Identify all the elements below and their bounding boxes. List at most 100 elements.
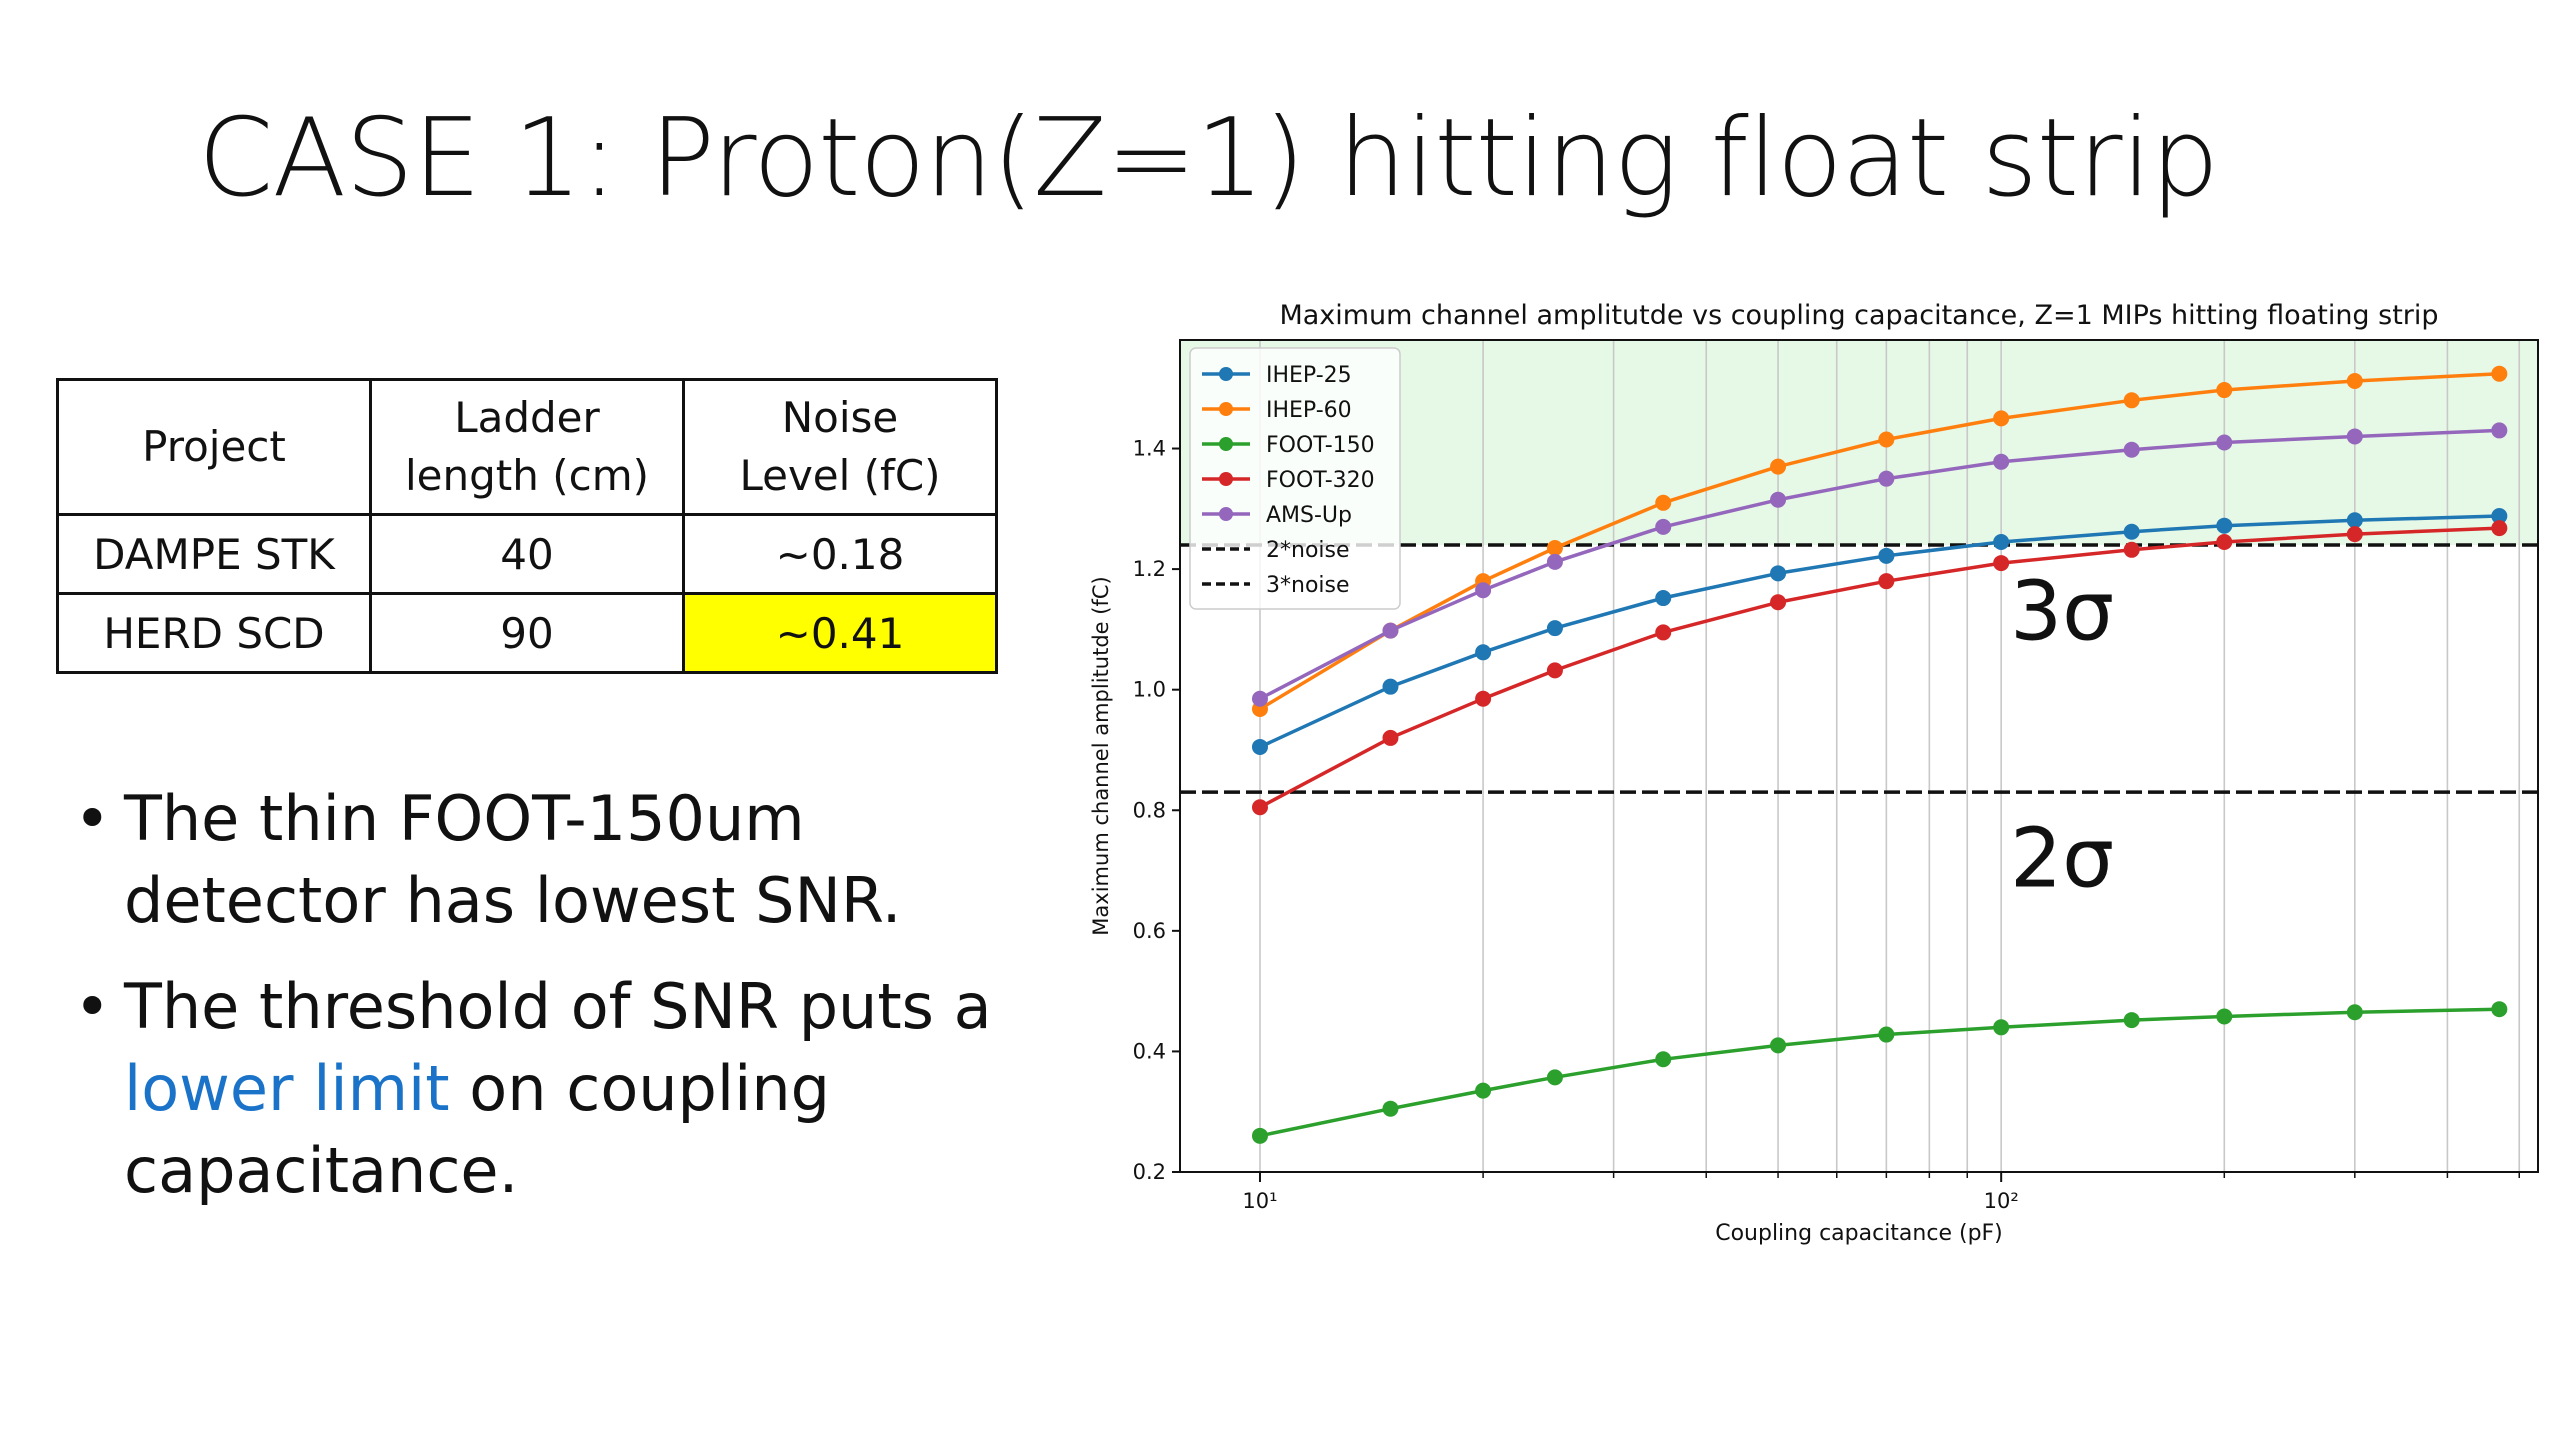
data-point	[1546, 540, 1563, 556]
legend-label: FOOT-150	[1266, 433, 1375, 458]
y-tick-label: 0.6	[1133, 919, 1166, 943]
data-point	[1251, 690, 1268, 707]
data-point	[1546, 1069, 1563, 1086]
data-point	[1251, 1127, 1268, 1144]
data-point	[1878, 470, 1895, 487]
data-point	[1382, 729, 1399, 746]
table-header-project: Project	[56, 378, 372, 516]
bullet-text: The thin FOOT-150um detector has lowest …	[124, 782, 902, 937]
series-line	[1259, 514, 2500, 749]
data-point	[1770, 594, 1787, 611]
bullet-dot-icon: •	[74, 782, 111, 855]
series-line	[1259, 1007, 2500, 1138]
legend-swatch-marker	[1219, 437, 1233, 451]
data-point	[1655, 590, 1672, 607]
data-point	[2123, 392, 2140, 409]
table-row: DAMPE STK 40 ~0.18	[56, 513, 998, 595]
data-point	[1546, 662, 1563, 679]
legend-label: IHEP-25	[1266, 363, 1352, 388]
data-point	[2216, 517, 2233, 534]
noise-table: Project Ladder length (cm) Noise Level (fC…	[56, 378, 998, 674]
annotation-2-sigma: 2σ	[2010, 811, 2114, 906]
x-tick-label: 10¹	[1242, 1189, 1277, 1213]
table-header-ladder-length: Ladder length (cm)	[369, 378, 685, 516]
slide-title: CASE 1: Proton(Z=1) hitting float strip	[198, 96, 2219, 221]
chart-title: Maximum channel amplitutde vs coupling c…	[1279, 300, 2438, 331]
series-line	[1259, 372, 2500, 711]
y-tick-label: 0.2	[1133, 1160, 1166, 1184]
data-point	[1655, 624, 1672, 641]
bullet-list: • The thin FOOT-150um detector has lowes…	[70, 778, 1030, 1236]
series-line	[1259, 428, 2500, 701]
legend-box	[1189, 347, 1401, 610]
data-point	[2123, 523, 2140, 540]
bullet-text: The threshold of SNR puts a	[124, 970, 992, 1043]
data-point	[1475, 644, 1492, 661]
data-point	[1382, 678, 1399, 695]
annotation-3-sigma: 3σ	[2010, 564, 2114, 659]
data-point	[2216, 1008, 2233, 1025]
table-cell-highlighted: ~0.41	[682, 592, 998, 674]
bullet-highlight-text: lower limit	[124, 1052, 450, 1125]
data-point	[1382, 1100, 1399, 1117]
table-cell: ~0.18	[682, 513, 998, 595]
data-point	[2123, 441, 2140, 458]
amplitude-chart: Maximum channel amplitutde vs coupling c…	[1089, 300, 2539, 1246]
legend-label: FOOT-320	[1266, 468, 1375, 493]
legend-swatch-marker	[1219, 507, 1233, 521]
table-header-noise-level: Noise Level (fC)	[682, 378, 998, 516]
data-point	[1655, 494, 1672, 511]
data-point	[1770, 565, 1787, 582]
data-point	[1878, 1026, 1895, 1043]
table-cell: 90	[369, 592, 685, 674]
data-point	[1475, 690, 1492, 707]
data-point	[1878, 573, 1895, 590]
series-line	[1259, 526, 2500, 809]
legend-label: AMS-Up	[1266, 503, 1352, 528]
data-point	[1993, 410, 2010, 427]
data-point	[1382, 622, 1399, 639]
table-header-row: Project Ladder length (cm) Noise Level (fC…	[56, 378, 998, 516]
data-point	[1655, 1051, 1672, 1068]
legend-label: 3*noise	[1266, 573, 1350, 598]
data-point	[1251, 738, 1268, 755]
data-point	[1770, 491, 1787, 508]
data-point	[1993, 1019, 2010, 1036]
bullet-dot-icon: •	[74, 970, 111, 1043]
legend-swatch-marker	[1219, 472, 1233, 486]
data-point	[2123, 1012, 2140, 1029]
data-point	[1475, 1082, 1492, 1099]
data-point	[2216, 533, 2233, 550]
legend-swatch-marker	[1219, 402, 1233, 416]
bullet-item: • The thin FOOT-150um detector has lowes…	[70, 778, 1030, 942]
y-axis-label: Maximum channel amplitutde (fC)	[1089, 576, 1113, 935]
data-point	[2491, 365, 2508, 382]
data-point	[1655, 518, 1672, 535]
y-tick-label: 0.8	[1133, 798, 1166, 822]
data-point	[1993, 533, 2010, 550]
data-point	[1251, 799, 1268, 816]
data-point	[1546, 553, 1563, 570]
data-point	[2346, 372, 2363, 389]
data-point	[2491, 520, 2508, 537]
data-point	[2216, 382, 2233, 399]
table-cell: DAMPE STK	[56, 513, 372, 595]
table-cell: HERD SCD	[56, 592, 372, 674]
y-tick-label: 1.0	[1133, 678, 1166, 702]
data-point	[1475, 582, 1492, 599]
data-point	[2491, 1001, 2508, 1018]
data-point	[1878, 431, 1895, 448]
data-point	[2491, 508, 2508, 525]
data-point	[2346, 1004, 2363, 1021]
data-point	[2216, 434, 2233, 451]
x-axis-label: Coupling capacitance (pF)	[1715, 1221, 2003, 1246]
table-cell: 40	[369, 513, 685, 595]
data-point	[2491, 422, 2508, 439]
x-tick-label: 10²	[1984, 1189, 2019, 1213]
data-point	[2123, 541, 2140, 558]
data-point	[1993, 453, 2010, 470]
legend-label: IHEP-60	[1266, 398, 1352, 423]
data-point	[1770, 1037, 1787, 1054]
y-tick-label: 0.4	[1133, 1039, 1166, 1063]
y-tick-label: 1.4	[1133, 437, 1166, 461]
